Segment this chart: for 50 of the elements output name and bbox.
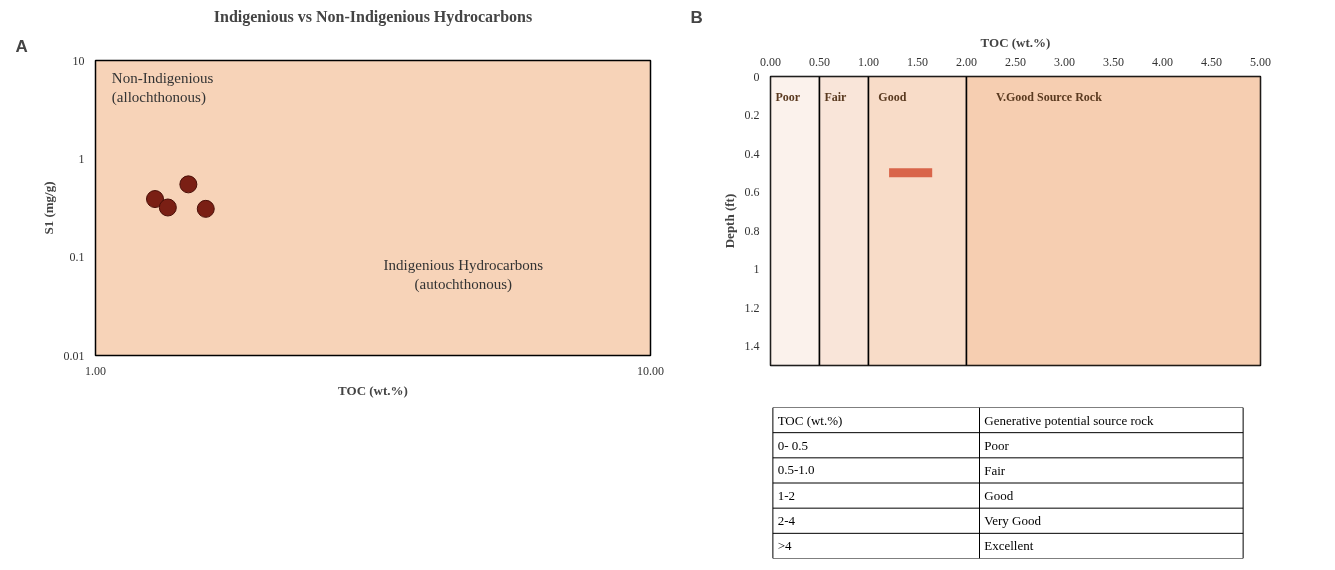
y-tick-label: 0.1: [69, 250, 85, 265]
x-tick-label: 10.00: [637, 363, 664, 378]
y-axis-title: Depth (ft): [721, 193, 737, 249]
band-label: Poor: [775, 89, 801, 104]
x-axis-title: TOC (wt.%): [338, 382, 408, 398]
text: 1-2: [777, 487, 795, 503]
text: Very Good: [984, 513, 1042, 529]
x-tick-label: 4.50: [1201, 54, 1222, 69]
text: Poor: [984, 437, 1010, 453]
text: Generative potential source rock: [984, 412, 1155, 428]
x-tick-label: 0.50: [809, 54, 830, 69]
x-tick-label: 4.00: [1152, 54, 1173, 69]
x-tick-label: 0.00: [760, 54, 781, 69]
annotation: Indigenious Hydrocarbons (autochthonous): [383, 257, 544, 294]
x-tick-label: 1.00: [858, 54, 879, 69]
y-tick-label: 0.4: [744, 146, 760, 161]
x-tick-label: 1.50: [907, 54, 928, 69]
text: >4: [777, 538, 792, 554]
annotation: Non-Indigenious (allochthonous): [111, 70, 214, 107]
chart-title: Indigenious vs Non-Indigenious Hydrocarbons: [213, 7, 533, 26]
x-tick-label: 1.00: [85, 363, 106, 378]
text: 0- 0.5: [777, 437, 808, 453]
band-label: V.Good Source Rock: [995, 89, 1103, 104]
x-tick-label: 2.00: [956, 54, 977, 69]
y-tick-label: 0.6: [744, 185, 760, 200]
y-tick-label: 1: [78, 151, 85, 166]
x-tick-label: 5.00: [1250, 54, 1271, 69]
text: Excellent: [984, 538, 1034, 554]
y-tick-label: 1: [753, 262, 760, 277]
text: B: [690, 7, 703, 27]
band-label: Good: [878, 89, 907, 104]
y-tick-label: 0: [753, 69, 760, 84]
y-tick-label: 1.2: [744, 300, 760, 315]
y-tick-label: 1.4: [744, 339, 760, 354]
text: Good: [984, 488, 1014, 504]
y-axis-title: S1 (mg/g): [40, 181, 56, 235]
text: 0.5-1.0: [777, 462, 815, 478]
x-tick-label: 3.00: [1054, 54, 1075, 69]
text: TOC (wt.%): [777, 412, 843, 428]
y-tick-label: 0.01: [63, 348, 85, 363]
y-tick-label: 10: [72, 53, 85, 68]
text: Fair: [984, 462, 1006, 478]
y-tick-label: 0.2: [744, 108, 760, 123]
x-tick-label: 3.50: [1103, 54, 1124, 69]
text: 2-4: [777, 512, 796, 528]
text: A: [15, 36, 28, 56]
band-label: Fair: [824, 89, 848, 104]
x-tick-label: 2.50: [1005, 54, 1026, 69]
x-axis-title: TOC (wt.%): [980, 34, 1051, 50]
y-tick-label: 0.8: [744, 223, 760, 238]
